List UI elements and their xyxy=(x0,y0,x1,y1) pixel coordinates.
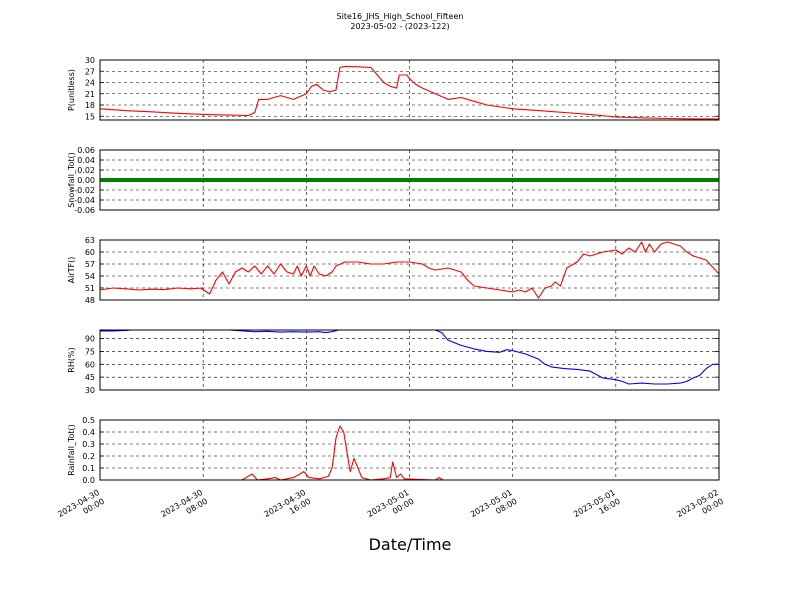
x-tick-label: 2023-05-0108:00 xyxy=(469,488,519,528)
y-axis-label: Snowfall_Tot() xyxy=(67,152,76,208)
y-tick-label: 90 xyxy=(85,335,95,344)
series-line xyxy=(100,65,719,120)
series-line xyxy=(100,330,719,385)
y-tick-label: 0.04 xyxy=(77,156,95,165)
series-line xyxy=(100,425,719,480)
y-axis-label: RH(%) xyxy=(67,347,76,372)
x-tick-label: 2023-04-3000:00 xyxy=(56,488,106,528)
y-tick-label: 48 xyxy=(85,296,95,305)
y-tick-label: 60 xyxy=(85,360,95,369)
panel-1: 15 18 21 24 27 30 P(unitless) xyxy=(67,56,720,121)
panel-frame xyxy=(99,329,720,391)
panel-frame xyxy=(99,239,720,301)
y-axis-label: AirTF() xyxy=(67,257,76,284)
figure-title: Site16_JHS_High_School_Fifteen xyxy=(337,12,464,21)
y-tick-label: 30 xyxy=(85,386,95,395)
y-tick-label: 0.02 xyxy=(77,166,95,175)
figure-subtitle: 2023-05-02 - (2023-122) xyxy=(350,22,449,31)
panel-frame xyxy=(99,59,720,121)
y-tick-label: 75 xyxy=(85,347,95,356)
y-tick-label: 51 xyxy=(85,284,95,293)
y-tick-label: 0.1 xyxy=(82,464,95,473)
panel-5: 0.0 0.1 0.2 0.3 0.4 0.5 Rainfall_Tot() xyxy=(67,416,720,485)
panel-3: 48 51 54 57 60 63 AirTF() xyxy=(67,236,720,305)
y-tick-label: 30 xyxy=(85,56,95,65)
y-tick-label: 21 xyxy=(85,90,95,99)
x-tick-label: 2023-05-0116:00 xyxy=(572,488,622,528)
y-tick-label: 0.3 xyxy=(82,440,95,449)
y-tick-label: 45 xyxy=(85,373,95,382)
x-tick-label: 2023-05-0100:00 xyxy=(366,488,416,528)
x-tick-label: 2023-04-3016:00 xyxy=(263,488,313,528)
x-axis-label: Date/Time xyxy=(369,535,452,554)
y-tick-label: 0.4 xyxy=(82,428,95,437)
y-tick-label: 0.0 xyxy=(82,476,95,485)
y-axis-label: P(unitless) xyxy=(67,69,76,111)
series-line xyxy=(100,241,719,299)
y-tick-label: -0.06 xyxy=(74,206,95,215)
y-tick-label: 60 xyxy=(85,248,95,257)
panel-2: -0.06-0.04-0.020.000.020.040.06Snowfall_… xyxy=(67,146,720,215)
y-tick-label: 0.5 xyxy=(82,416,95,425)
y-tick-label: 27 xyxy=(85,67,95,76)
y-tick-label: 0.00 xyxy=(77,176,95,185)
y-tick-label: 0.06 xyxy=(77,146,95,155)
panel-frame xyxy=(99,149,720,211)
y-tick-label: 54 xyxy=(85,272,95,281)
y-tick-label: 57 xyxy=(85,260,95,269)
y-axis-label: Rainfall_Tot() xyxy=(67,424,76,476)
y-tick-label: -0.04 xyxy=(74,196,95,205)
y-tick-label: 24 xyxy=(85,79,95,88)
y-tick-label: 63 xyxy=(85,236,95,245)
y-tick-label: 15 xyxy=(85,112,95,121)
panels-group: 151821242730P(unitless)-0.06-0.04-0.020.… xyxy=(67,56,720,485)
panel-4: 30 45 60 75 90 RH(%) xyxy=(67,329,720,395)
x-tick-label: 2023-05-0200:00 xyxy=(675,488,725,528)
panel-frame xyxy=(99,419,720,481)
x-axis-ticks: 2023-04-3000:00 2023-04-3008:00 2023-04-30… xyxy=(56,488,725,528)
y-tick-label: -0.02 xyxy=(74,186,95,195)
y-tick-label: 0.2 xyxy=(82,452,95,461)
y-tick-label: 18 xyxy=(85,101,95,110)
x-tick-label: 2023-04-3008:00 xyxy=(159,488,209,528)
